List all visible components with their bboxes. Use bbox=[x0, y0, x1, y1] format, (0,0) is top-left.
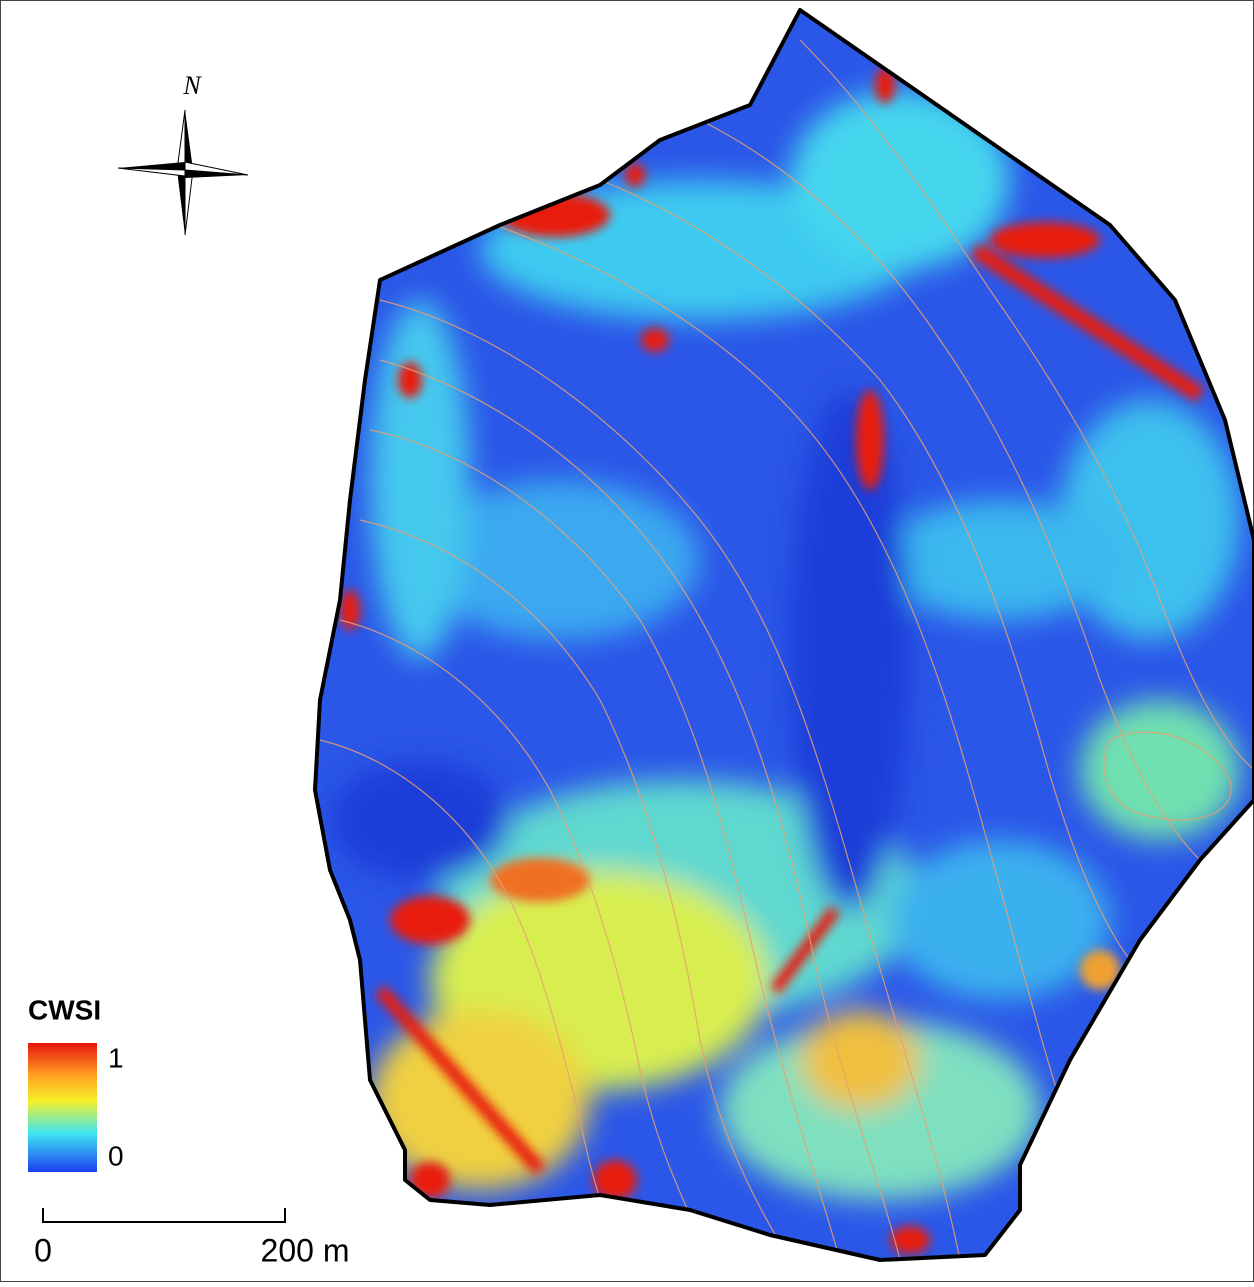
north-label: N bbox=[182, 71, 202, 100]
map: N CWSI 1 0 0 200 m bbox=[0, 0, 1254, 1282]
legend-title: CWSI bbox=[28, 994, 101, 1025]
color-ramp bbox=[28, 1043, 97, 1172]
legend-min: 0 bbox=[108, 1140, 124, 1171]
legend-max: 1 bbox=[108, 1042, 124, 1073]
scale-start: 0 bbox=[34, 1232, 52, 1268]
scale-end: 200 m bbox=[261, 1232, 350, 1268]
